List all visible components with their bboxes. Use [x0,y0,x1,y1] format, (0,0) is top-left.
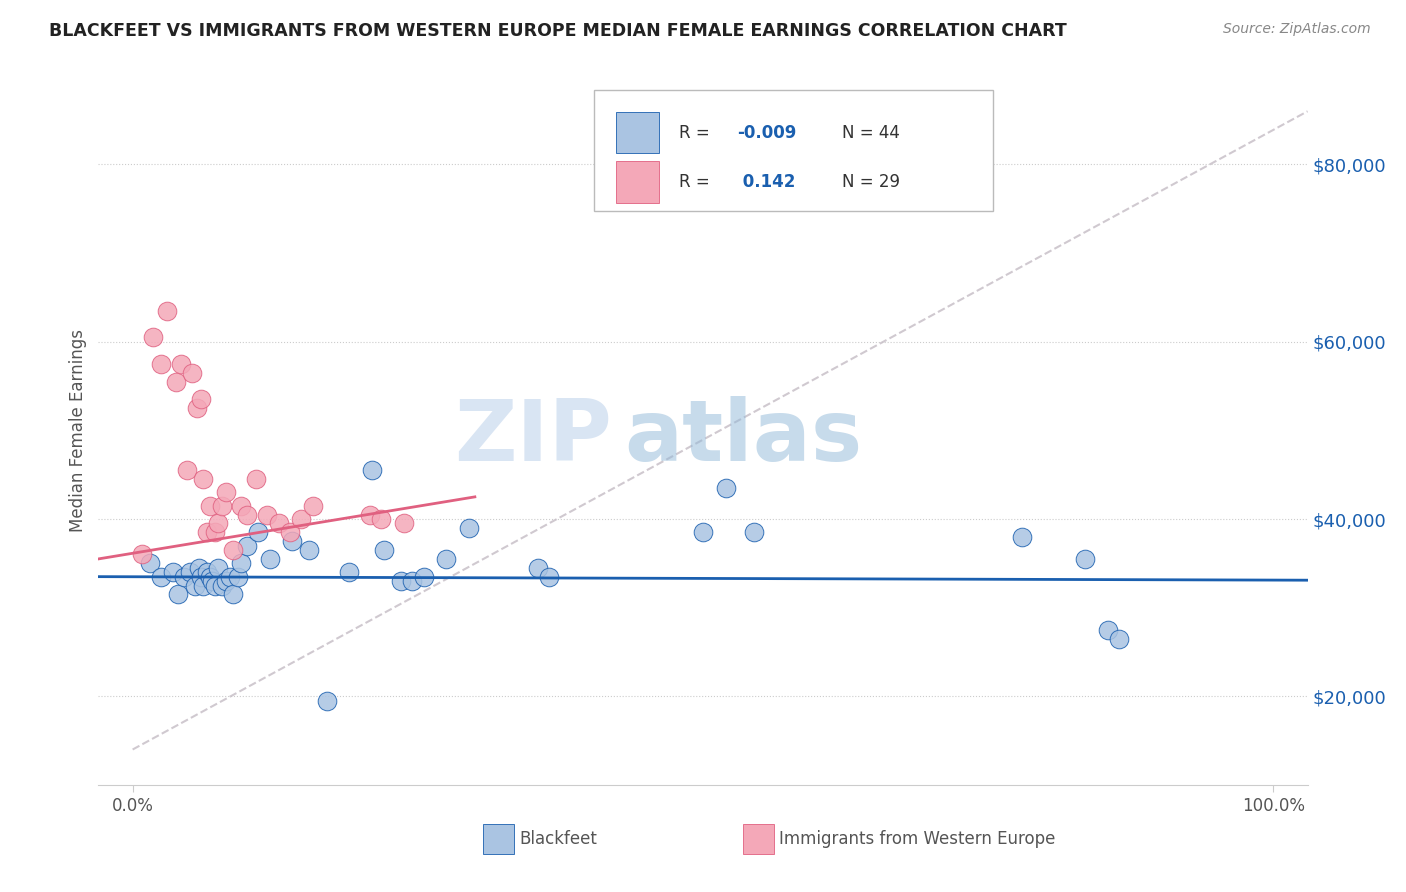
Point [222,543,245,558]
Point [131,548,153,562]
Point [150,569,173,583]
Point [204,578,226,592]
Point [211,578,233,592]
Point [290,512,312,526]
Text: N = 29: N = 29 [842,173,900,191]
Point [201,574,224,588]
Text: R =: R = [679,124,714,142]
FancyBboxPatch shape [482,824,515,854]
Point [187,561,209,575]
Point [692,525,714,540]
FancyBboxPatch shape [616,112,659,153]
Point [211,499,233,513]
Point [176,463,198,477]
Point [298,543,321,558]
Point [526,561,548,575]
Point [165,375,187,389]
Point [142,330,165,344]
Point [714,481,737,495]
Y-axis label: Median Female Earnings: Median Female Earnings [69,329,87,532]
Point [229,557,252,571]
Point [302,499,325,513]
Text: Blackfeet: Blackfeet [519,830,598,848]
Point [315,694,337,708]
Point [195,525,218,540]
Point [412,569,434,583]
Point [150,357,173,371]
Point [247,525,270,540]
Text: Immigrants from Western Europe: Immigrants from Western Europe [779,830,1056,848]
Point [207,561,229,575]
Point [245,472,267,486]
Point [229,499,252,513]
Point [458,521,481,535]
Point [1108,632,1130,646]
Point [215,485,238,500]
Point [226,569,249,583]
Point [215,574,238,588]
Text: R =: R = [679,173,714,191]
FancyBboxPatch shape [742,824,775,854]
Point [259,552,281,566]
Point [204,525,226,540]
Point [434,552,457,566]
Point [179,566,201,580]
Point [401,574,423,588]
Point [222,587,245,601]
Point [184,578,207,592]
Point [389,574,412,588]
Point [235,539,257,553]
Text: atlas: atlas [624,396,863,479]
Text: -0.009: -0.009 [737,124,796,142]
Point [193,578,215,592]
Point [337,566,360,580]
Point [186,401,208,416]
Point [537,569,560,583]
Point [207,516,229,531]
Point [278,525,301,540]
Point [195,566,218,580]
Point [281,534,304,549]
Point [267,516,290,531]
Point [1074,552,1097,566]
Point [200,569,222,583]
FancyBboxPatch shape [616,161,659,203]
Point [169,357,191,371]
Point [392,516,415,531]
Text: BLACKFEET VS IMMIGRANTS FROM WESTERN EUROPE MEDIAN FEMALE EARNINGS CORRELATION C: BLACKFEET VS IMMIGRANTS FROM WESTERN EUR… [49,22,1067,40]
Point [139,557,162,571]
Point [181,366,204,380]
Point [173,569,195,583]
Point [190,569,212,583]
Point [1097,623,1119,637]
Point [167,587,190,601]
Point [162,566,184,580]
FancyBboxPatch shape [595,90,993,211]
Point [190,392,212,407]
Point [256,508,278,522]
Point [218,569,240,583]
Text: 0.142: 0.142 [737,173,796,191]
Text: N = 44: N = 44 [842,124,900,142]
Point [193,472,215,486]
Text: Source: ZipAtlas.com: Source: ZipAtlas.com [1223,22,1371,37]
Point [1011,530,1033,544]
Point [361,463,384,477]
Point [235,508,257,522]
Text: ZIP: ZIP [454,396,613,479]
Point [359,508,381,522]
Point [370,512,392,526]
Point [156,303,179,318]
Point [373,543,395,558]
Point [744,525,766,540]
Point [200,499,222,513]
